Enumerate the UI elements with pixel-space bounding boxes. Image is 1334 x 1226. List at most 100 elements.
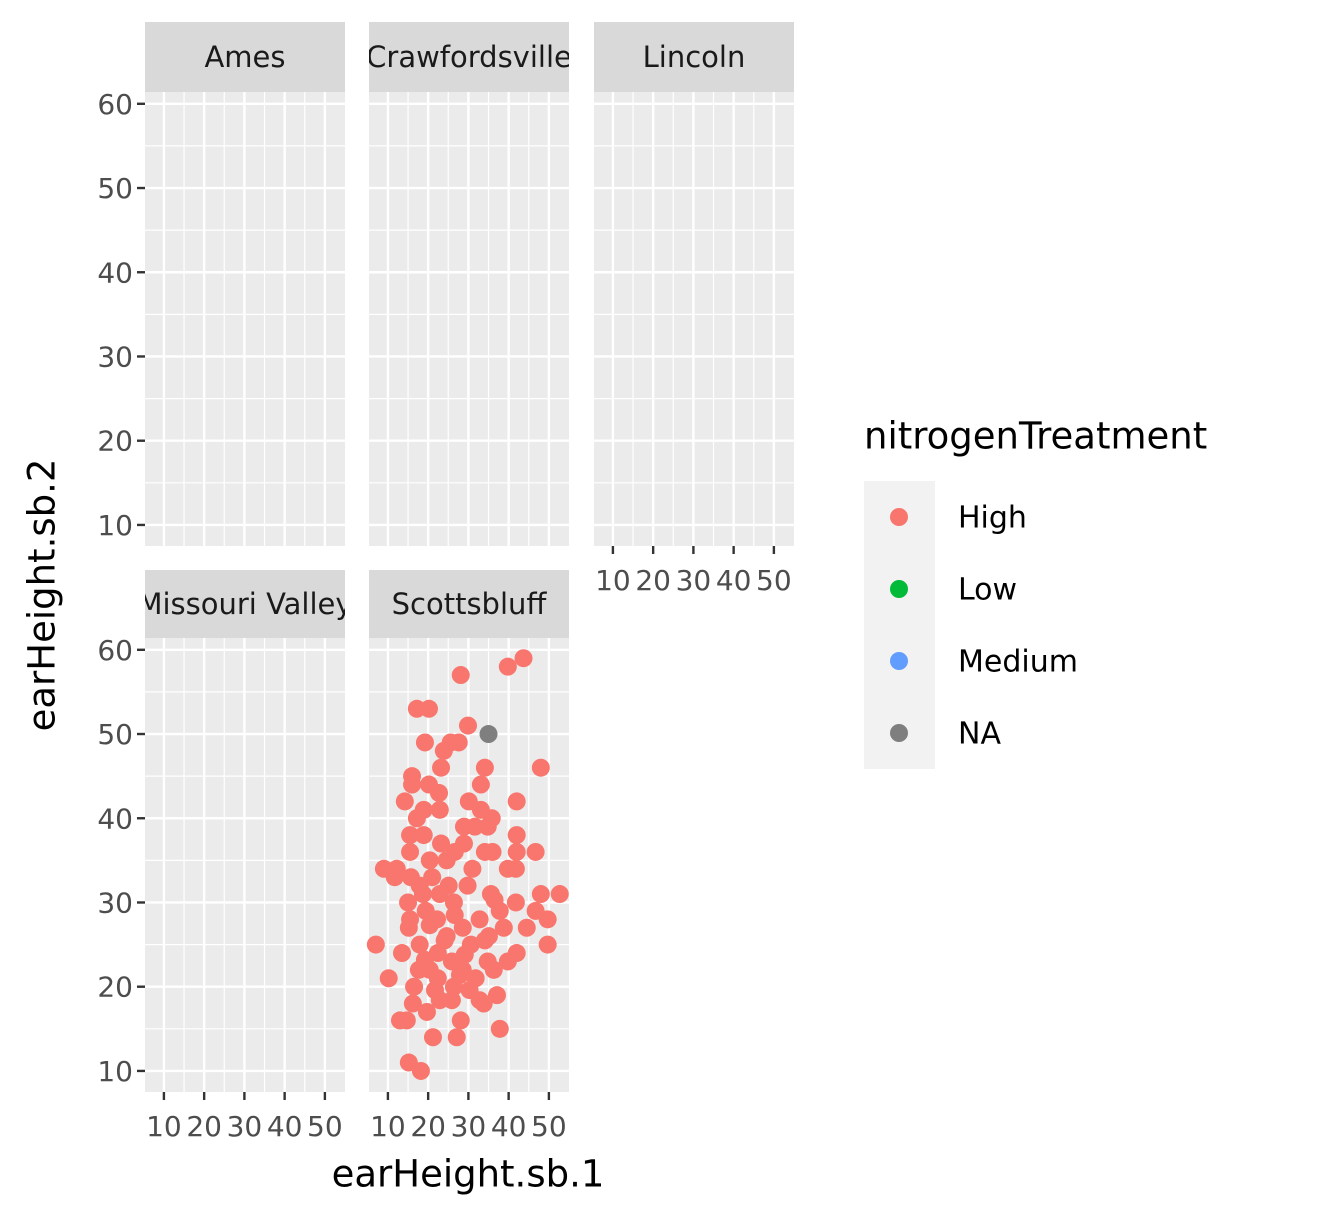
point [498, 657, 517, 676]
y-tick-label: 50 [97, 172, 133, 205]
point [507, 842, 526, 861]
x-tick-label: 40 [716, 564, 752, 597]
point [401, 826, 420, 845]
point [514, 649, 533, 668]
point [498, 952, 517, 971]
legend-label: Medium [958, 645, 1078, 680]
y-tick-label: 20 [97, 425, 133, 458]
point [420, 916, 439, 935]
point [430, 800, 449, 819]
point [507, 792, 526, 811]
point [479, 725, 498, 744]
y-tick-label: 30 [97, 886, 133, 919]
strip-clip: Lincoln [643, 40, 746, 74]
point [414, 826, 433, 845]
point [432, 834, 451, 853]
point [415, 733, 434, 752]
point [531, 885, 550, 904]
y-tick-label: 20 [97, 971, 133, 1004]
point [420, 851, 439, 870]
point [471, 775, 490, 794]
point [419, 699, 438, 718]
point [399, 918, 418, 937]
legend-title: nitrogenTreatment [864, 415, 1207, 458]
point [450, 965, 469, 984]
y-tick-label: 60 [97, 88, 133, 121]
x-tick-label: 20 [186, 1110, 222, 1143]
x-tick-label: 40 [491, 1110, 527, 1143]
point [410, 935, 429, 954]
strip-background [145, 22, 345, 92]
strip-background [594, 22, 794, 92]
facet-label: Missouri Valley [137, 587, 352, 621]
legend-key [890, 724, 908, 742]
point [451, 1011, 470, 1030]
point [417, 1002, 436, 1021]
point [465, 817, 484, 836]
x-tick-label: 30 [451, 1110, 487, 1143]
x-tick-label: 20 [410, 1110, 446, 1143]
point [538, 910, 557, 929]
point [538, 935, 557, 954]
x-axis-title: earHeight.sb.1 [332, 1153, 605, 1196]
legend-key [890, 652, 908, 670]
point [463, 859, 482, 878]
strip-background [369, 22, 569, 92]
y-tick-label: 30 [97, 340, 133, 373]
point [435, 931, 454, 950]
point [403, 775, 422, 794]
x-tick-label: 10 [370, 1110, 406, 1143]
y-axis-title: earHeight.sb.2 [21, 459, 64, 732]
point [484, 960, 503, 979]
point [485, 890, 504, 909]
point [430, 885, 449, 904]
legend-label: NA [958, 717, 1001, 752]
x-tick-label: 30 [676, 564, 712, 597]
point [470, 991, 489, 1010]
point [458, 876, 477, 895]
point [478, 817, 497, 836]
x-tick-label: 40 [267, 1110, 303, 1143]
point [447, 1028, 466, 1047]
point [413, 885, 432, 904]
point [395, 792, 414, 811]
x-tick-label: 10 [146, 1110, 182, 1143]
point [407, 809, 426, 828]
point [401, 842, 420, 861]
point [434, 741, 453, 760]
point [445, 906, 464, 925]
legend-key [890, 508, 908, 526]
point [475, 931, 494, 950]
point [451, 666, 470, 685]
point [423, 1028, 442, 1047]
point [415, 950, 434, 969]
point [490, 1019, 509, 1038]
x-tick-label: 50 [531, 1110, 567, 1143]
point [550, 885, 569, 904]
x-tick-label: 50 [756, 564, 792, 597]
point [507, 826, 526, 845]
y-tick-label: 40 [97, 256, 133, 289]
y-tick-label: 50 [97, 718, 133, 751]
y-tick-label: 40 [97, 802, 133, 835]
point [425, 981, 444, 1000]
x-tick-label: 20 [635, 564, 671, 597]
strip-clip: Ames [204, 40, 285, 74]
point [506, 893, 525, 912]
point [531, 758, 550, 777]
strip-background [145, 570, 345, 638]
facet-label: Scottsbluff [392, 587, 548, 621]
y-tick-label: 60 [97, 634, 133, 667]
legend-label: Low [958, 573, 1017, 608]
point [385, 868, 404, 887]
point [403, 994, 422, 1013]
legend-key-background [864, 481, 935, 769]
facet-label: Ames [204, 40, 285, 74]
point [392, 944, 411, 963]
point [397, 1011, 416, 1030]
point [449, 733, 468, 752]
point [379, 969, 398, 988]
point [494, 918, 513, 937]
point [487, 986, 506, 1005]
point [411, 1061, 430, 1080]
